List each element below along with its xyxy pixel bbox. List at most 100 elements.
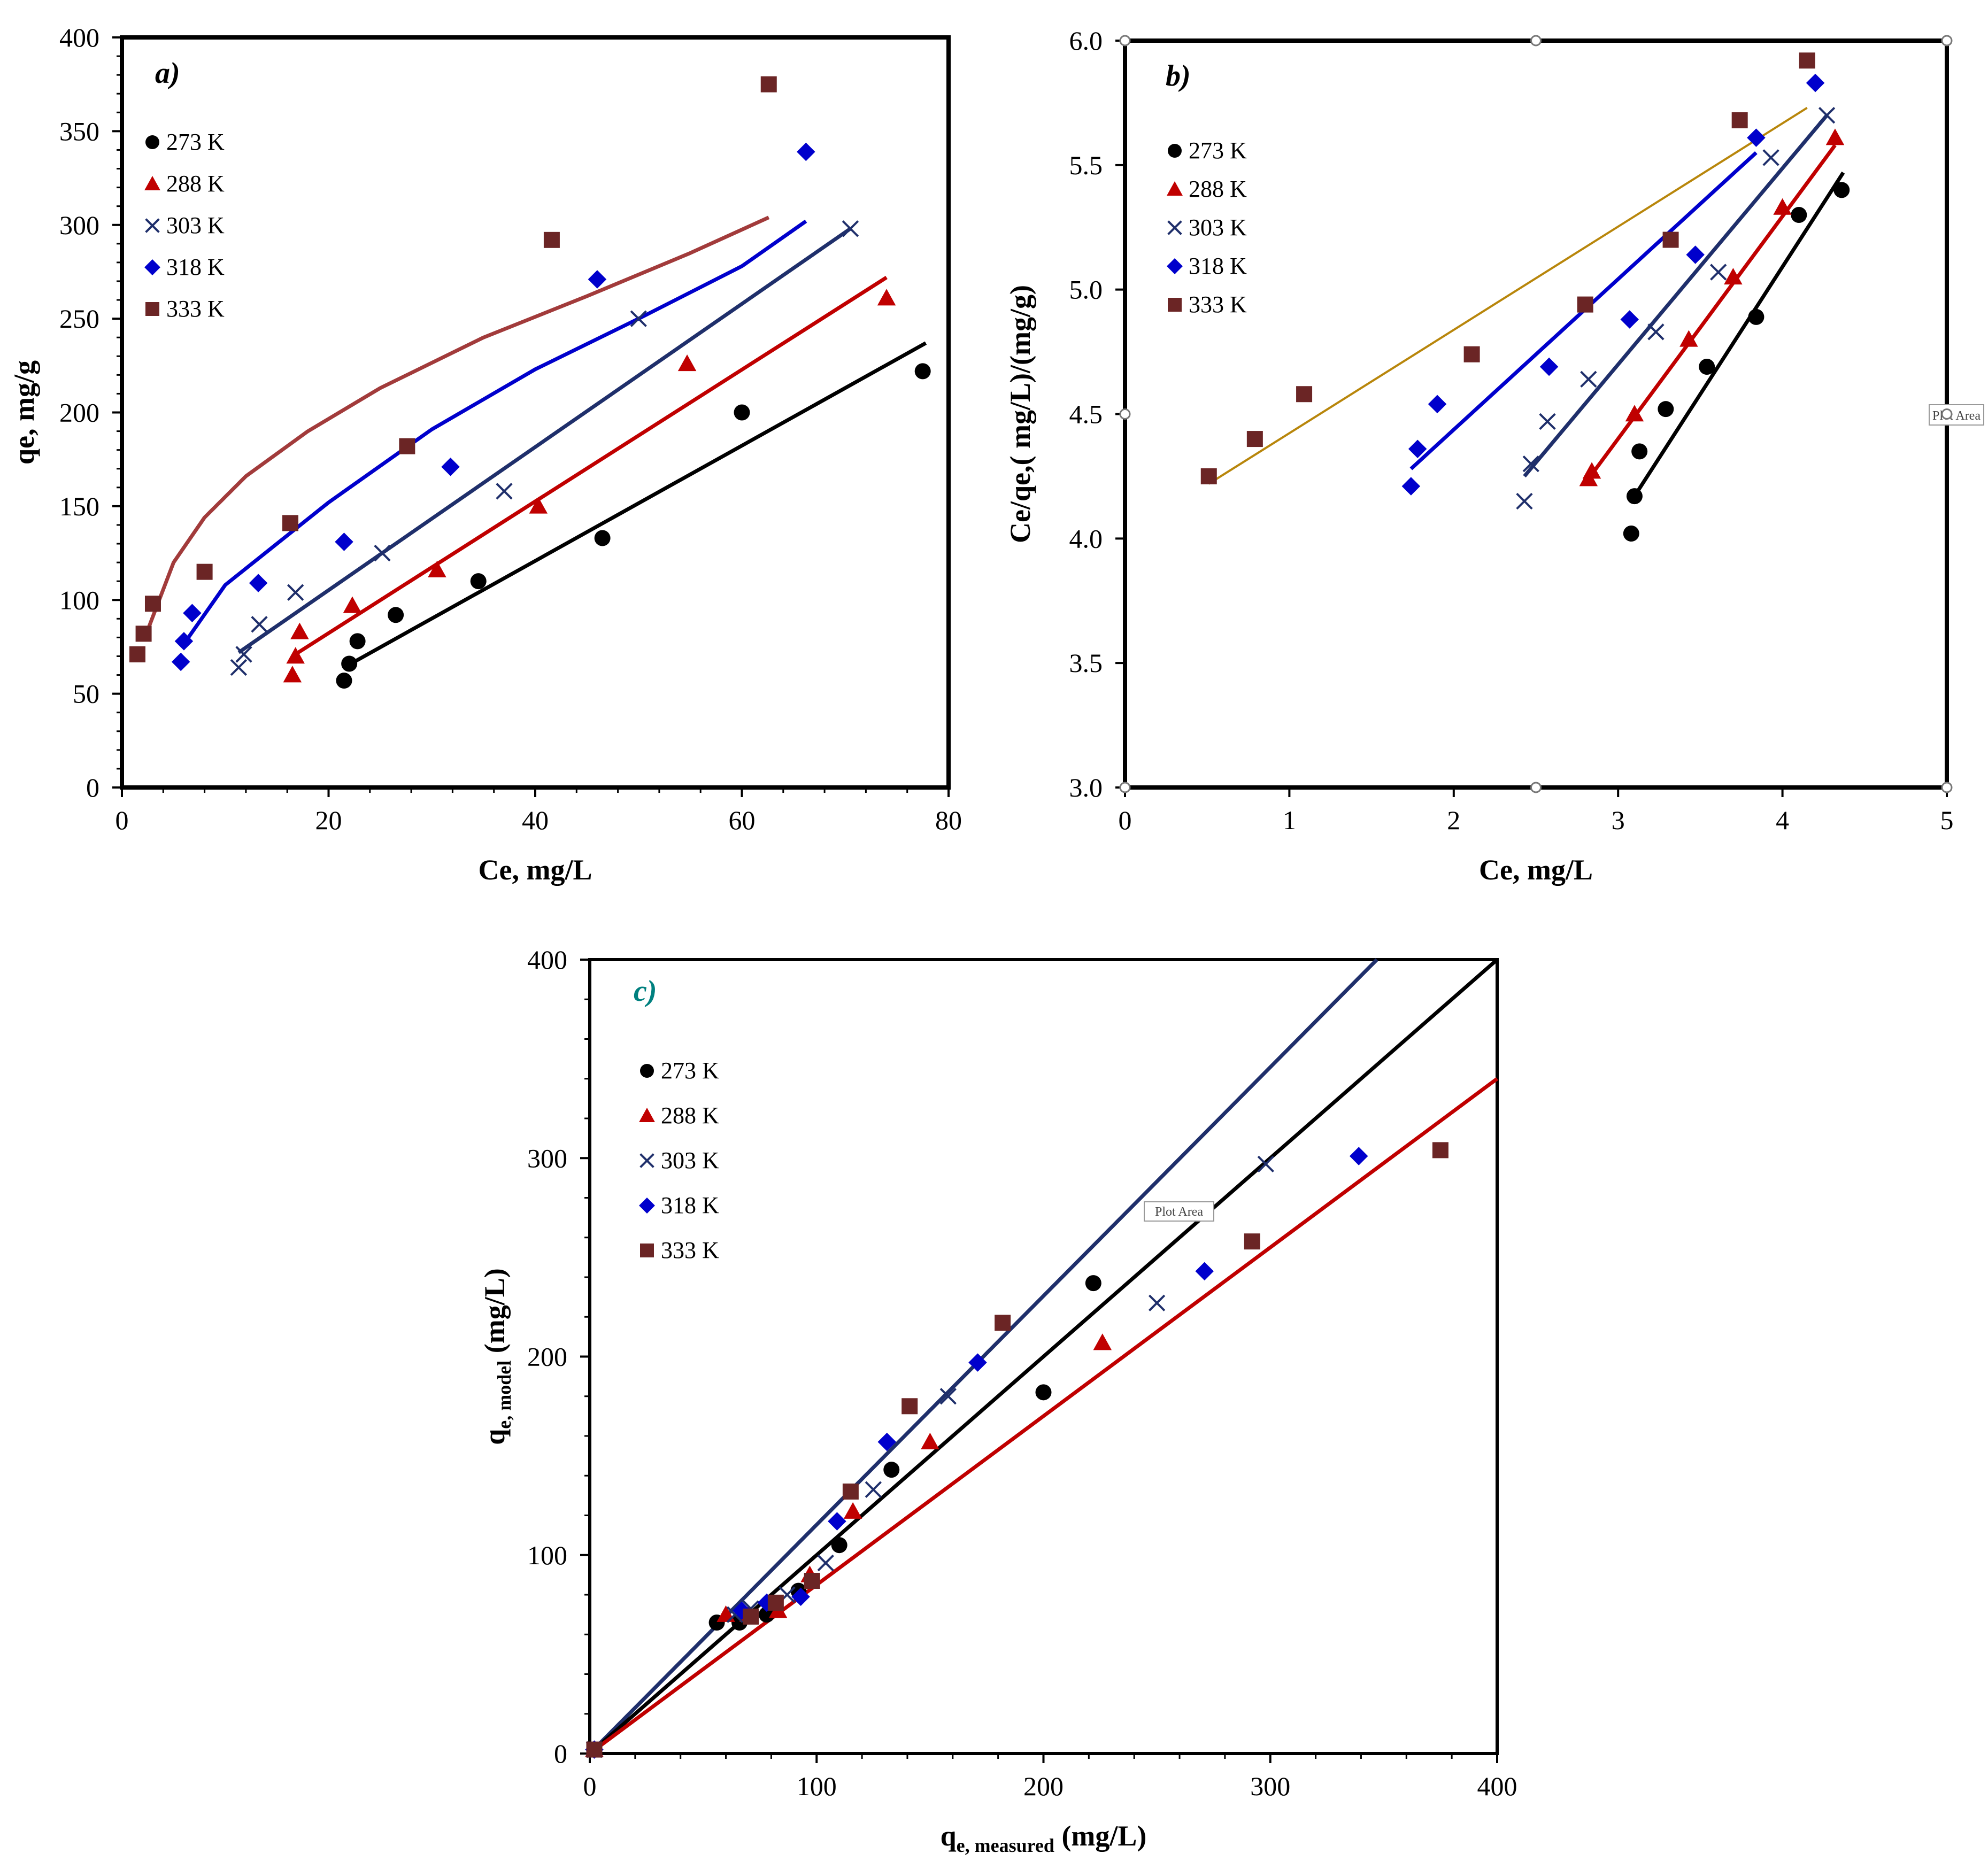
data-point xyxy=(842,1483,859,1500)
data-point xyxy=(1631,443,1648,460)
x-tick-label: 0 xyxy=(1119,805,1132,835)
legend-marker xyxy=(144,259,160,275)
data-point xyxy=(817,1554,834,1572)
legend-entry: 303 K xyxy=(1189,214,1247,241)
data-point xyxy=(336,673,352,689)
x-tick-label: 400 xyxy=(1477,1771,1517,1801)
x-axis-title: Ce, mg/L xyxy=(479,854,592,886)
data-point xyxy=(1679,330,1698,347)
legend-marker xyxy=(145,135,159,149)
y-tick-label: 4.5 xyxy=(1069,399,1103,429)
legend-marker xyxy=(639,1153,654,1168)
data-point xyxy=(543,231,560,248)
legend-marker xyxy=(640,1244,654,1257)
data-point xyxy=(1401,477,1421,496)
data-point xyxy=(1625,405,1644,422)
fit-line xyxy=(180,219,807,648)
x-tick-label: 60 xyxy=(729,805,756,835)
data-point xyxy=(399,438,415,454)
plot-area-tooltip-box xyxy=(1929,404,1984,426)
data-point xyxy=(428,560,446,577)
data-point xyxy=(1825,128,1845,145)
legend-marker xyxy=(639,1108,655,1122)
data-point xyxy=(1522,455,1539,473)
data-point xyxy=(1658,401,1674,418)
data-point xyxy=(734,404,750,421)
data-point xyxy=(1577,296,1593,313)
x-axis-title: Ce, mg/L xyxy=(1479,854,1593,886)
legend-marker xyxy=(1167,181,1183,196)
fit-line xyxy=(588,958,1499,1755)
data-point xyxy=(135,625,152,642)
selection-handle xyxy=(1119,35,1131,47)
data-point xyxy=(1620,310,1639,329)
y-tick-label: 4.0 xyxy=(1069,523,1103,553)
panel-label: c) xyxy=(634,975,657,1008)
data-point xyxy=(286,647,305,664)
y-tick-label: 0 xyxy=(554,1739,567,1768)
data-point xyxy=(251,616,268,633)
data-point xyxy=(1647,323,1665,341)
plot-area-frame xyxy=(1123,38,1949,790)
y-tick-label: 50 xyxy=(73,679,99,709)
data-point xyxy=(196,563,213,580)
data-point xyxy=(1791,206,1807,223)
data-point xyxy=(235,646,252,663)
y-axis-title-main: q xyxy=(479,1429,511,1445)
legend-entry: 288 K xyxy=(661,1102,719,1129)
data-point xyxy=(791,1587,810,1606)
y-tick-label: 3.0 xyxy=(1069,773,1103,802)
x-tick-label: 4 xyxy=(1776,805,1789,835)
plot-area-tooltip-text: Plot Area xyxy=(1932,409,1981,423)
x-axis-title-main: q xyxy=(941,1820,957,1852)
legend-entry: 303 K xyxy=(166,212,225,238)
fit-line xyxy=(343,341,927,669)
data-point xyxy=(183,604,202,623)
data-point xyxy=(529,497,548,514)
legend-marker xyxy=(1168,298,1182,312)
legend-marker xyxy=(639,1198,655,1214)
legend-entry: 273 K xyxy=(661,1057,719,1084)
y-tick-label: 5.5 xyxy=(1069,150,1103,180)
x-tick-label: 5 xyxy=(1940,805,1954,835)
data-point xyxy=(939,1388,957,1405)
y-tick-label: 400 xyxy=(527,945,567,975)
y-tick-label: 6.0 xyxy=(1069,26,1103,56)
data-point xyxy=(865,1481,882,1498)
data-point xyxy=(230,659,248,676)
data-point xyxy=(843,1502,862,1519)
plot-area-tooltip-box xyxy=(1144,1201,1214,1222)
data-point xyxy=(594,530,611,546)
selection-handle xyxy=(1530,782,1542,793)
data-point xyxy=(1195,1262,1214,1281)
data-point xyxy=(1582,462,1601,479)
y-tick-label: 400 xyxy=(59,22,99,52)
data-point xyxy=(828,1512,846,1531)
data-point xyxy=(283,666,302,683)
x-tick-label: 300 xyxy=(1250,1771,1290,1801)
data-point xyxy=(1257,1155,1274,1173)
legend-entry: 303 K xyxy=(661,1147,719,1173)
selection-handle xyxy=(1941,408,1953,420)
data-point xyxy=(1408,439,1427,458)
data-point xyxy=(921,1432,939,1449)
fit-line xyxy=(237,227,852,654)
data-point xyxy=(1731,112,1748,129)
fit-line xyxy=(1587,144,1837,480)
data-point xyxy=(995,1315,1011,1331)
y-tick-label: 100 xyxy=(527,1540,567,1570)
data-point xyxy=(349,633,366,650)
data-point xyxy=(1093,1333,1112,1350)
data-point xyxy=(1432,1142,1448,1159)
data-point xyxy=(1085,1275,1101,1292)
data-point xyxy=(129,646,145,662)
fit-line xyxy=(1208,107,1808,485)
x-tick-label: 100 xyxy=(797,1771,837,1801)
x-tick-label: 200 xyxy=(1023,1771,1064,1801)
legend-entry: 333 K xyxy=(1189,291,1247,318)
data-point xyxy=(743,1608,759,1625)
data-point xyxy=(1747,128,1766,147)
data-point xyxy=(1806,73,1825,92)
x-axis-title: qe, measured (mg/L) xyxy=(941,1820,1147,1856)
